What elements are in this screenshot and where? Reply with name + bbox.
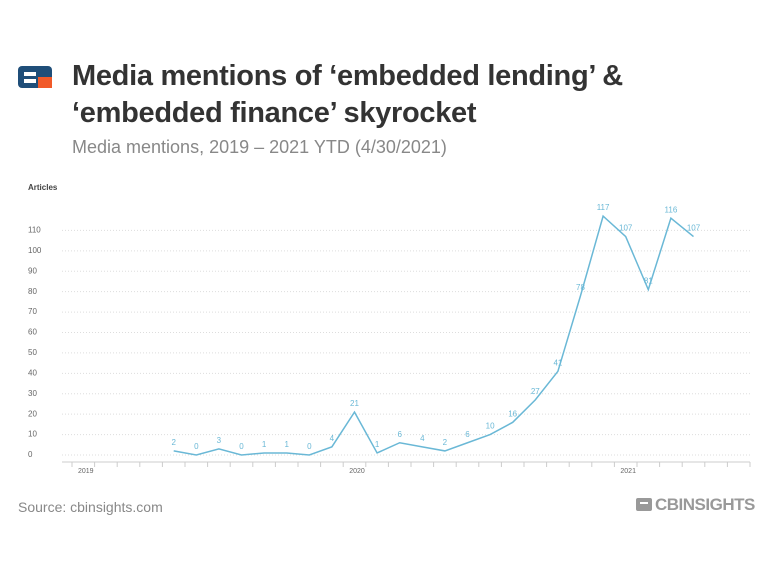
data-label: 2 [171, 438, 176, 447]
data-label: 0 [239, 442, 244, 451]
y-tick-label: 30 [28, 389, 37, 398]
y-tick-label: 20 [28, 409, 37, 418]
data-label: 1 [284, 440, 289, 449]
data-label: 21 [350, 399, 359, 408]
y-tick-label: 80 [28, 287, 37, 296]
data-label: 41 [553, 358, 562, 367]
data-label: 107 [687, 224, 701, 233]
data-label: 81 [644, 277, 653, 286]
data-label: 10 [486, 422, 495, 431]
y-tick-label: 90 [28, 266, 37, 275]
data-label: 107 [619, 224, 633, 233]
data-line [173, 214, 694, 456]
data-label: 0 [194, 442, 199, 451]
y-axis-label: Articles [28, 183, 58, 192]
y-tick-label: 110 [28, 226, 41, 235]
x-tick-label: 2019 [78, 468, 94, 475]
data-label: 3 [217, 436, 222, 445]
logo-icon [636, 498, 652, 511]
data-label: 1 [375, 440, 380, 449]
brand-icon [18, 66, 52, 88]
y-tick-label: 50 [28, 348, 37, 357]
data-label: 2 [443, 438, 448, 447]
data-label: 4 [330, 434, 335, 443]
source: Source: cbinsights.com [18, 499, 163, 515]
y-tick-label: 0 [28, 450, 33, 459]
data-label: 117 [597, 203, 610, 212]
y-tick-label: 70 [28, 307, 37, 316]
data-label: 27 [531, 387, 540, 396]
y-tick-label: 60 [28, 328, 37, 337]
data-label: 78 [576, 283, 585, 292]
data-label: 0 [307, 442, 312, 451]
title: Media mentions of ‘embedded lending’ & ‘… [72, 60, 623, 129]
data-label: 4 [420, 434, 425, 443]
x-tick-label: 2021 [620, 468, 636, 475]
data-label: 6 [465, 430, 470, 439]
y-tick-label: 10 [28, 430, 37, 439]
data-label: 16 [508, 409, 517, 418]
subtitle: Media mentions, 2019 – 2021 YTD (4/30/20… [72, 137, 447, 157]
logo: CBINSIGHTS [655, 495, 755, 514]
y-tick-label: 100 [28, 246, 42, 255]
data-label: 1 [262, 440, 267, 449]
y-tick-label: 40 [28, 368, 37, 377]
data-label: 6 [397, 430, 402, 439]
data-label: 116 [665, 205, 678, 214]
x-tick-label: 2020 [349, 468, 365, 475]
